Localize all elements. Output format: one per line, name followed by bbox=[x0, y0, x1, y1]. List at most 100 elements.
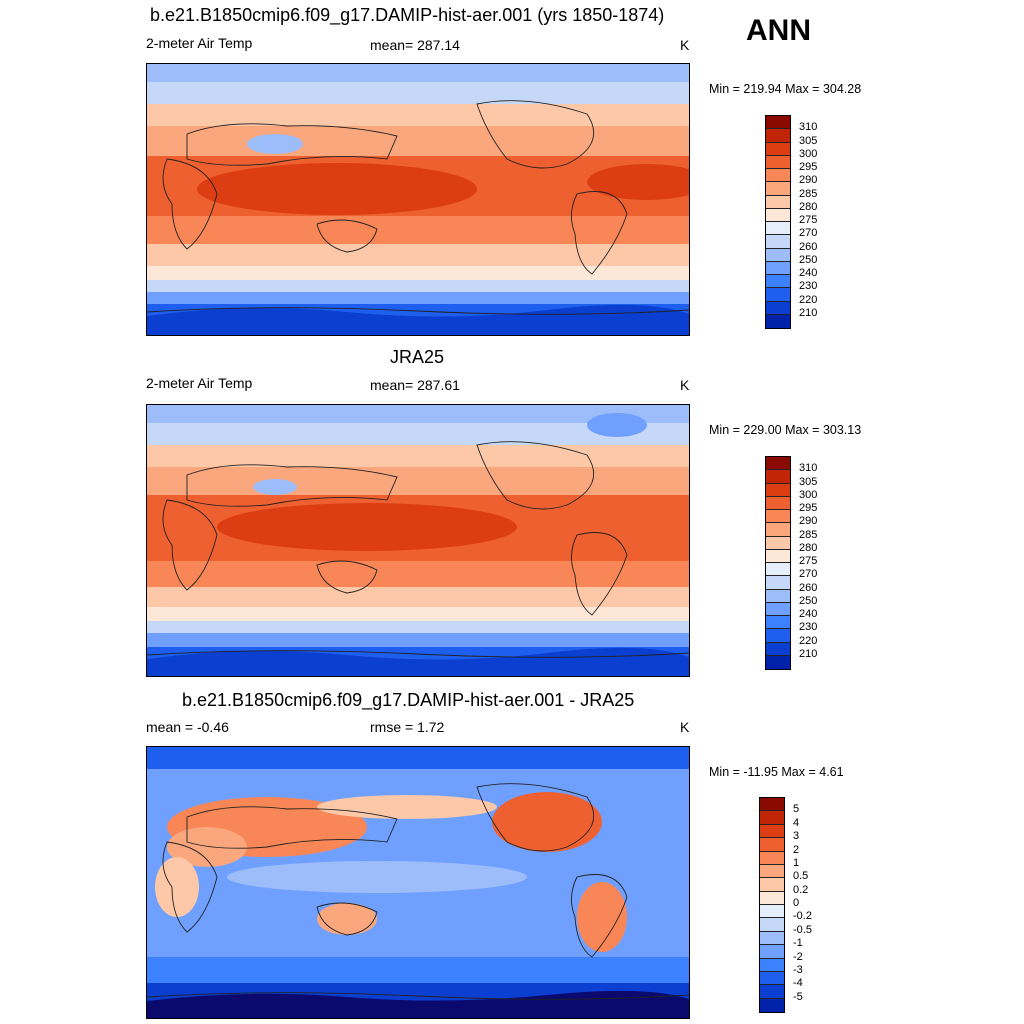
colorbar-tick-label: 285 bbox=[799, 528, 818, 541]
australia-coast bbox=[316, 219, 378, 253]
antarctic-coast-band bbox=[147, 633, 689, 647]
colorbar-tick-label: 275 bbox=[799, 555, 818, 567]
panel-2-units-label: K bbox=[680, 377, 690, 393]
australia-coast bbox=[316, 902, 378, 936]
panel-1-variable-label: 2-meter Air Temp bbox=[146, 35, 253, 51]
colorbar-segment bbox=[766, 314, 790, 328]
colorbar-segment bbox=[760, 945, 784, 959]
colorbar-segment bbox=[766, 288, 790, 302]
colorbar-segment bbox=[760, 971, 784, 986]
colorbar-tick-label: 270 bbox=[799, 568, 818, 581]
colorbar-tick-label: -0.5 bbox=[793, 923, 812, 936]
southern-ocean-band bbox=[147, 957, 689, 983]
colorbar-segment bbox=[766, 602, 790, 616]
panel-3-minmax: Min = -11.95 Max = 4.61 bbox=[709, 765, 844, 779]
colorbar-segment bbox=[766, 142, 790, 156]
colorbar-segment bbox=[766, 576, 790, 590]
colorbar-tick-label: 240 bbox=[799, 267, 818, 279]
colorbar-tick-label: 4 bbox=[793, 816, 800, 829]
colorbar-segment bbox=[766, 642, 790, 656]
panel-3-title: b.e21.B1850cmip6.f09_g17.DAMIP-hist-aer.… bbox=[182, 690, 635, 710]
north-pacific-warm bbox=[317, 795, 497, 819]
colorbar-segment bbox=[760, 798, 784, 812]
subarctic-band bbox=[147, 82, 689, 104]
north-america-warm bbox=[492, 792, 602, 852]
antarctica-interior bbox=[147, 990, 689, 1018]
northern-midlat-band bbox=[147, 104, 689, 126]
eurasia-coast bbox=[186, 464, 398, 507]
colorbar-tick-label: 220 bbox=[799, 634, 818, 647]
africa-coast bbox=[162, 841, 218, 933]
australia-coast bbox=[316, 560, 378, 594]
north-subtropic-band bbox=[147, 126, 689, 156]
antarctica-interior bbox=[147, 304, 689, 335]
south-midlat-band bbox=[147, 587, 689, 607]
colorbar-segment bbox=[760, 958, 784, 972]
panel-3-map bbox=[146, 746, 690, 1019]
colorbar-segment bbox=[766, 523, 790, 537]
colorbar-tick-label: 250 bbox=[799, 594, 818, 607]
colorbar-tick-label: 280 bbox=[799, 200, 818, 213]
subarctic-band bbox=[147, 423, 689, 445]
colorbar-tick-label: 230 bbox=[799, 621, 818, 634]
panel-1-colorbar-labels: 310 305 300 295 290 285 280 275 270 260 250 240 230 2… bbox=[799, 115, 859, 327]
colorbar-segment bbox=[760, 851, 784, 865]
colorbar-tick-label: 0.5 bbox=[793, 870, 809, 883]
season-label: ANN bbox=[746, 14, 811, 47]
south-cool-band bbox=[147, 607, 689, 621]
greenland-cold bbox=[587, 413, 647, 437]
colorbar-segment bbox=[760, 824, 784, 839]
north-america-coast bbox=[476, 441, 595, 510]
colorbar-segment bbox=[766, 155, 790, 169]
panel-1-units-label: K bbox=[680, 37, 690, 53]
panel-3-colorbar bbox=[759, 797, 785, 1013]
colorbar-segment bbox=[766, 457, 790, 471]
colorbar-segment bbox=[766, 616, 790, 630]
warm-pool bbox=[197, 163, 477, 215]
panel-3-mean-label: mean = -0.46 bbox=[146, 719, 229, 735]
colorbar-segment bbox=[766, 195, 790, 209]
colorbar-tick-label: -0.2 bbox=[793, 910, 812, 923]
colorbar-segment bbox=[766, 275, 790, 289]
warm-pool bbox=[217, 503, 517, 551]
panel-1-title: b.e21.B1850cmip6.f09_g17.DAMIP-hist-aer.… bbox=[150, 5, 665, 25]
colorbar-tick-label: 0 bbox=[793, 897, 800, 909]
arctic-band bbox=[147, 405, 689, 423]
colorbar-segment bbox=[766, 182, 790, 196]
tibet-cold bbox=[253, 479, 297, 495]
colorbar-segment bbox=[766, 510, 790, 524]
colorbar-tick-label: 0.2 bbox=[793, 883, 809, 896]
south-subtropic-band bbox=[147, 216, 689, 244]
panel-3-colorbar-labels: 5 4 3 2 1 0.5 0.2 0 -0.2 -0.5 -1 -2 -3 -4 -5 bbox=[793, 797, 853, 1011]
colorbar-segment bbox=[766, 208, 790, 222]
colorbar-tick-label: 210 bbox=[799, 306, 818, 319]
colorbar-segment bbox=[766, 235, 790, 249]
tropical-pacific-cool bbox=[227, 861, 527, 893]
panel-2-colorbar-labels: 310 305 300 295 290 285 280 275 270 260 250 240 230 2… bbox=[799, 456, 859, 668]
colorbar-tick-label: 270 bbox=[799, 227, 818, 240]
colorbar-tick-label: 230 bbox=[799, 280, 818, 293]
colorbar-tick-label: -5 bbox=[793, 990, 803, 1003]
australia-warm bbox=[317, 903, 377, 935]
panel-3-rmse-label: rmse = 1.72 bbox=[370, 719, 445, 735]
colorbar-tick-label: -4 bbox=[793, 977, 803, 990]
south-subtropic-band bbox=[147, 561, 689, 587]
colorbar-segment bbox=[760, 878, 784, 892]
antarctica-coast bbox=[147, 992, 689, 1000]
colorbar-tick-label: 295 bbox=[799, 502, 818, 514]
colorbar-segment bbox=[766, 116, 790, 130]
colorbar-segment bbox=[766, 655, 790, 669]
colorbar-segment bbox=[760, 918, 784, 932]
south-america-warm bbox=[577, 882, 627, 952]
colorbar-segment bbox=[766, 261, 790, 275]
colorbar-segment bbox=[766, 301, 790, 315]
south-america-coast bbox=[571, 874, 628, 958]
antarctica-coast bbox=[147, 307, 689, 315]
africa-coast bbox=[162, 158, 218, 250]
colorbar-segment bbox=[760, 931, 784, 946]
colorbar-tick-label: -2 bbox=[793, 950, 803, 963]
arctic-band bbox=[147, 64, 689, 82]
colorbar-tick-label: 295 bbox=[799, 161, 818, 173]
panel-1-minmax: Min = 219.94 Max = 304.28 bbox=[709, 82, 862, 96]
colorbar-tick-label: 220 bbox=[799, 293, 818, 306]
